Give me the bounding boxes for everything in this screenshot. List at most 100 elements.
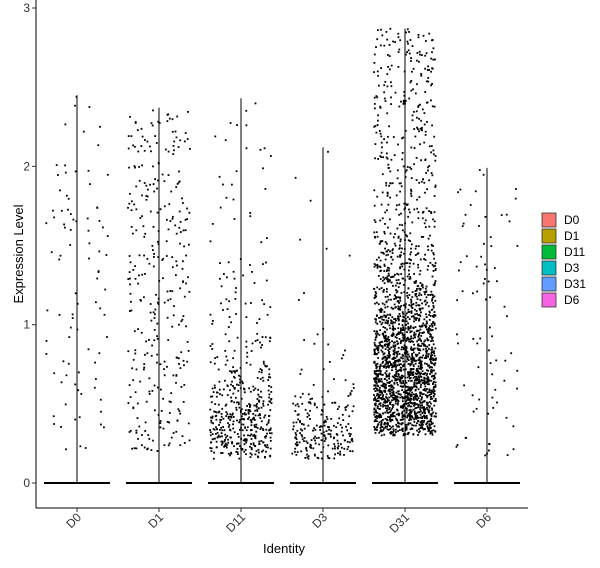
data-point [243, 418, 245, 421]
data-point [424, 408, 427, 411]
data-point [491, 396, 494, 399]
data-point [64, 226, 66, 229]
data-point [404, 239, 406, 241]
data-point [505, 416, 508, 419]
data-point [395, 208, 398, 211]
data-point [484, 216, 487, 218]
data-point [387, 428, 390, 431]
data-point [134, 349, 137, 352]
data-point [393, 356, 396, 359]
data-point [264, 444, 266, 447]
data-point [388, 407, 391, 409]
data-point [417, 434, 419, 436]
data-point [298, 441, 301, 444]
data-point [150, 354, 153, 357]
data-point [339, 423, 342, 426]
data-point [418, 352, 421, 354]
data-point [408, 417, 411, 419]
data-point [405, 169, 408, 172]
data-point [399, 240, 402, 243]
data-point [382, 334, 385, 337]
data-point [391, 418, 393, 421]
data-point [425, 377, 428, 380]
data-point [237, 384, 240, 386]
data-point [413, 385, 415, 388]
data-point [410, 60, 412, 62]
data-point [380, 434, 383, 437]
data-point [394, 415, 396, 418]
data-point [171, 118, 174, 121]
data-point [404, 305, 407, 307]
data-point [406, 416, 408, 419]
data-point [216, 431, 219, 434]
data-point [267, 389, 270, 392]
data-point [378, 317, 380, 319]
data-point [263, 416, 266, 419]
data-point [403, 396, 406, 398]
x-tick-label-d0: D0 [63, 510, 84, 531]
data-point [390, 298, 392, 301]
y-tick-label-0: 0 [23, 476, 30, 490]
data-point [434, 299, 437, 302]
data-point [418, 117, 420, 120]
data-point [380, 415, 382, 417]
data-point [215, 411, 218, 414]
data-point [390, 262, 393, 265]
data-point [211, 395, 214, 398]
data-point [403, 248, 406, 250]
data-point [379, 373, 382, 375]
data-point [434, 362, 437, 365]
data-point [151, 344, 153, 347]
data-point [392, 425, 394, 428]
data-point [157, 297, 160, 300]
data-point [143, 368, 145, 371]
data-point [417, 304, 420, 306]
data-point [395, 371, 398, 373]
x-tick-label-d3: D3 [309, 510, 330, 531]
data-point [380, 398, 383, 401]
data-point [52, 415, 55, 418]
data-point [177, 408, 180, 411]
data-point [376, 124, 379, 126]
data-point [343, 439, 346, 442]
data-point [397, 360, 400, 363]
data-point [430, 362, 433, 364]
data-point [395, 423, 398, 426]
data-point [407, 296, 409, 299]
data-point [402, 382, 405, 384]
data-point [167, 228, 170, 231]
data-point [387, 404, 389, 407]
data-point [421, 404, 423, 407]
data-point [391, 379, 393, 382]
data-point [168, 400, 171, 403]
data-point [143, 363, 146, 365]
data-point [301, 402, 304, 405]
data-point [408, 208, 410, 211]
data-point [217, 434, 220, 437]
data-point [417, 104, 420, 107]
data-point [383, 319, 385, 321]
data-point [392, 349, 395, 352]
data-point [219, 262, 221, 264]
data-point [88, 242, 91, 245]
data-point [240, 426, 242, 429]
data-point [172, 374, 175, 377]
data-point [417, 359, 420, 361]
data-point [233, 445, 235, 448]
data-point [97, 270, 100, 272]
data-point [184, 132, 187, 134]
data-point [384, 340, 386, 343]
data-point [423, 415, 426, 417]
data-point [397, 392, 400, 395]
data-point [432, 411, 435, 414]
data-point [402, 427, 404, 430]
data-point [181, 267, 184, 270]
data-point [351, 410, 354, 413]
data-point [394, 321, 396, 324]
data-point [417, 397, 420, 399]
data-point [409, 370, 412, 373]
data-point [430, 151, 432, 154]
data-point [172, 153, 175, 155]
data-point [379, 370, 382, 373]
data-point [169, 290, 172, 292]
